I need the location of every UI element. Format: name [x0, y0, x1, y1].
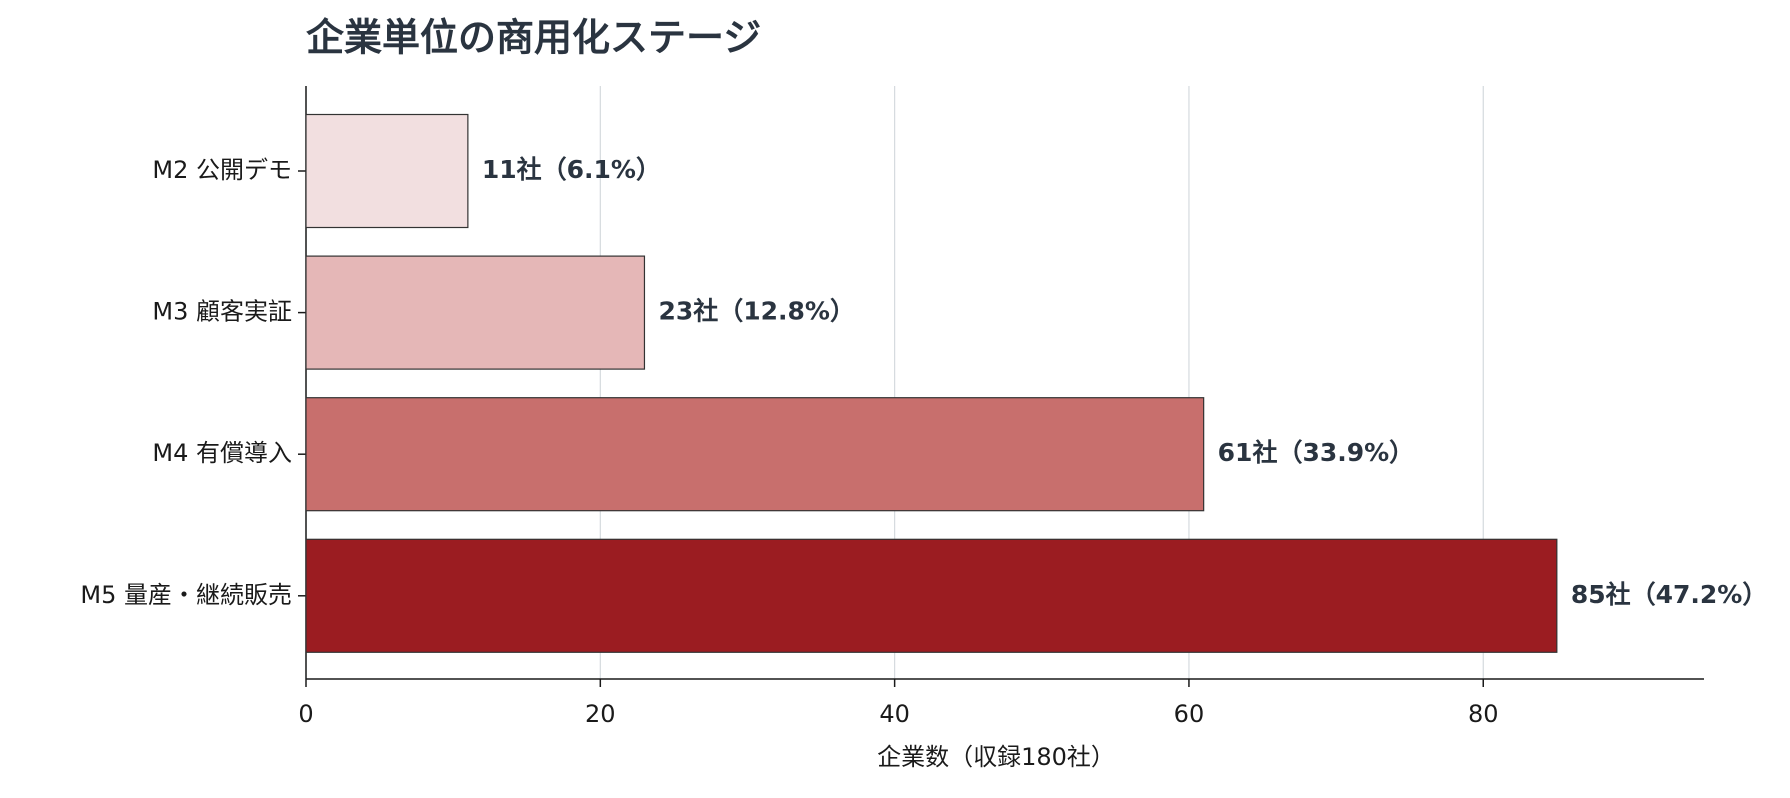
- value-label: 85社（47.2%）: [1571, 580, 1768, 609]
- bar: [305, 397, 1205, 512]
- y-tick-label: M4 有償導入: [152, 439, 292, 467]
- bar: [305, 538, 1558, 653]
- x-tick-label: 0: [298, 700, 313, 728]
- x-tick-label: 40: [879, 700, 910, 728]
- y-tick-label: M2 公開デモ: [152, 156, 292, 184]
- value-label: 11社（6.1%）: [482, 155, 661, 184]
- y-tick-label: M3 顧客実証: [152, 298, 292, 326]
- x-tick-label: 60: [1174, 700, 1205, 728]
- y-tick-label: M5 量産・継続販売: [80, 581, 292, 609]
- chart-title: 企業単位の商用化ステージ: [306, 16, 761, 60]
- x-tick-label: 80: [1468, 700, 1499, 728]
- value-label: 61社（33.9%）: [1218, 438, 1415, 467]
- x-tick-label: 20: [585, 700, 616, 728]
- value-label: 23社（12.8%）: [658, 297, 855, 326]
- bar: [305, 113, 469, 229]
- x-axis-label: 企業数（収録180社）: [877, 743, 1115, 771]
- bar: [305, 255, 646, 370]
